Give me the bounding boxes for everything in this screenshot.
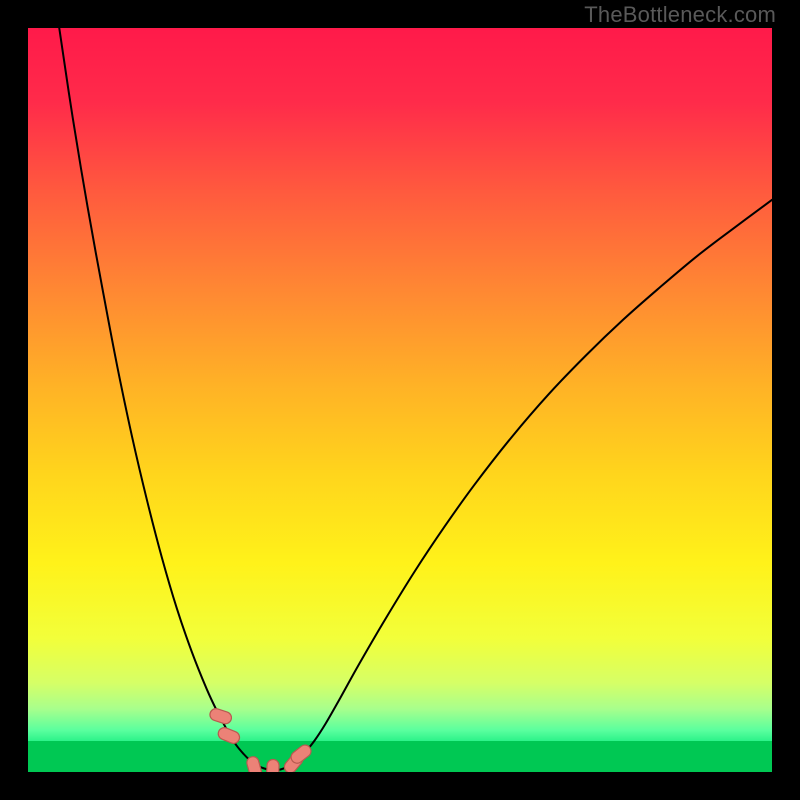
watermark-text: TheBottleneck.com — [584, 2, 776, 28]
plot-gradient-background — [28, 28, 772, 772]
plot-bottom-band — [28, 741, 772, 772]
chart-stage: TheBottleneck.com — [0, 0, 800, 800]
